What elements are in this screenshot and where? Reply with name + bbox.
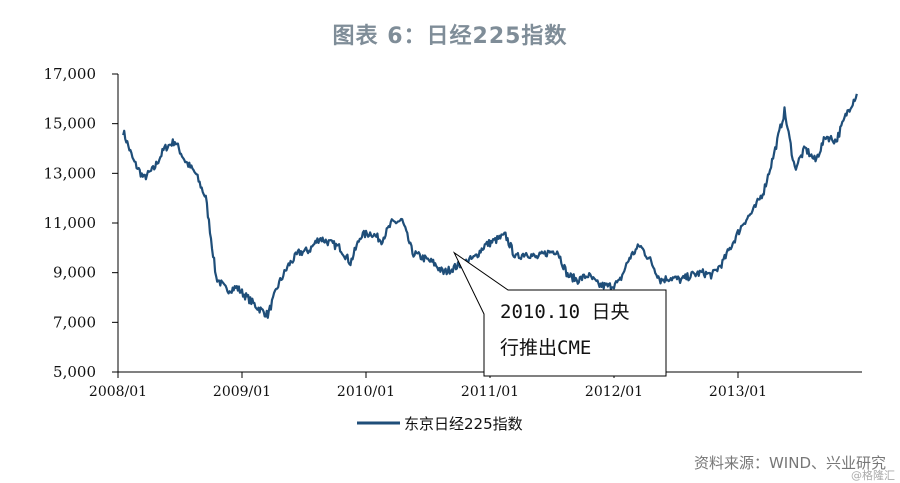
- y-tick-label: 13,000: [44, 164, 97, 182]
- chart-title: 图表 6：日经225指数: [332, 24, 568, 49]
- axis-ticks: 5,000 7,000 9,000 11,000 13,000 15,000 17,000 2…: [44, 65, 768, 400]
- x-tick-label: 2011/01: [461, 384, 519, 400]
- x-tick-label: 2010/01: [337, 384, 395, 400]
- annotation-line-1: 2010.10 日央: [500, 301, 630, 323]
- series-line-nikkei225: [122, 93, 858, 319]
- legend: 东京日经225指数: [357, 415, 523, 433]
- y-tick-label: 5,000: [53, 363, 96, 381]
- x-tick-label: 2008/01: [89, 384, 147, 400]
- y-tick-label: 11,000: [44, 214, 97, 232]
- y-tick-label: 9,000: [53, 264, 96, 282]
- annotation-callout: 2010.10 日央 行推出CME: [452, 251, 667, 377]
- x-tick-label: 2012/01: [585, 384, 643, 400]
- x-tick-label: 2009/01: [213, 384, 271, 400]
- y-tick-label: 7,000: [53, 313, 96, 331]
- y-tick-label: 17,000: [44, 65, 97, 83]
- annotation-box: [452, 251, 667, 377]
- annotation-line-2: 行推出CME: [500, 337, 591, 359]
- legend-label: 东京日经225指数: [404, 415, 523, 433]
- x-tick-label: 2013/01: [709, 384, 767, 400]
- source-note: 资料来源：WIND、兴业研究: [694, 454, 886, 472]
- y-tick-label: 15,000: [44, 115, 97, 133]
- watermark: @格隆汇: [851, 468, 895, 482]
